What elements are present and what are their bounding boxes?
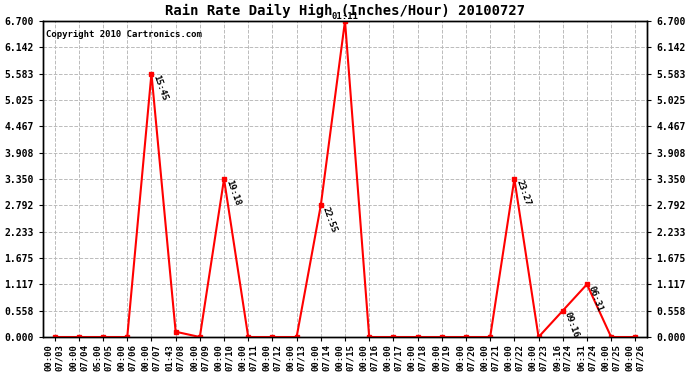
Text: 09:16: 09:16 bbox=[563, 310, 580, 339]
Text: 22:55: 22:55 bbox=[321, 205, 339, 234]
Text: 01:11: 01:11 bbox=[332, 12, 358, 21]
Text: 19:18: 19:18 bbox=[224, 179, 241, 207]
Text: 23:27: 23:27 bbox=[514, 179, 532, 207]
Text: 06:31: 06:31 bbox=[587, 284, 604, 313]
Text: Copyright 2010 Cartronics.com: Copyright 2010 Cartronics.com bbox=[46, 30, 201, 39]
Text: 15:45: 15:45 bbox=[151, 74, 169, 102]
Title: Rain Rate Daily High (Inches/Hour) 20100727: Rain Rate Daily High (Inches/Hour) 20100… bbox=[165, 4, 525, 18]
